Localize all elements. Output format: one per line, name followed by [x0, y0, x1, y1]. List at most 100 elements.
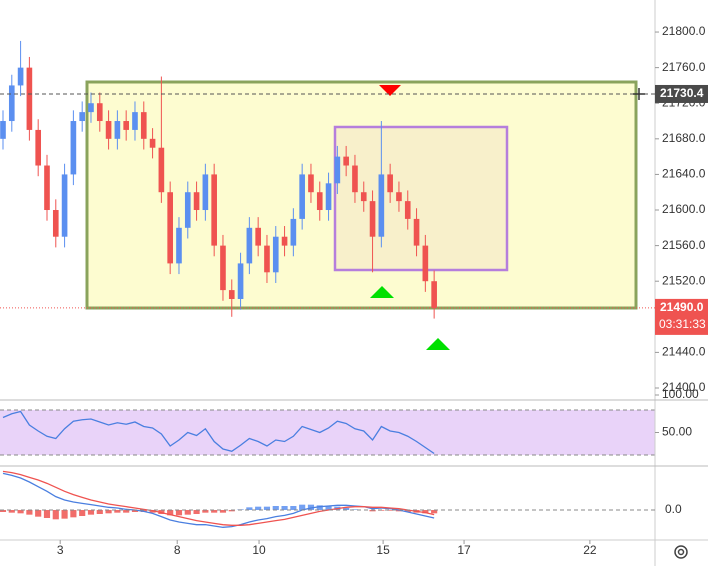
histogram-bar — [422, 510, 429, 514]
histogram-bar — [35, 510, 42, 517]
countdown-label: 03:31:33 — [659, 317, 706, 331]
histogram-bar — [351, 509, 359, 510]
y-tick-label: 21400.0 — [662, 380, 706, 394]
crosshair-price-label: 21730.4 — [660, 86, 704, 100]
candle-body — [343, 156, 349, 166]
histogram-bar — [395, 510, 403, 512]
candle-body — [220, 245, 226, 291]
candle-body — [378, 174, 385, 237]
histogram-bar — [123, 510, 130, 513]
macd-line — [2, 470, 435, 526]
histogram-bar — [184, 510, 191, 515]
x-tick-label: 15 — [376, 543, 390, 557]
candle-body — [211, 174, 217, 246]
candle-body — [316, 192, 323, 211]
histogram-bar — [404, 510, 411, 512]
histogram-bar — [369, 510, 376, 512]
histogram-bar — [52, 510, 59, 520]
histogram-bar — [26, 510, 33, 515]
candle-body — [202, 174, 209, 211]
candle-body — [334, 156, 341, 184]
last-price-label: 21490.0 — [660, 300, 704, 314]
candle-body — [404, 201, 411, 219]
candle-body — [308, 174, 314, 193]
buy-arrow — [426, 338, 450, 350]
y-tick-label: 100.00 — [662, 387, 699, 401]
histogram-bar — [79, 510, 86, 516]
candle-body — [290, 218, 297, 246]
histogram-bar — [307, 504, 315, 510]
histogram-bar — [114, 510, 121, 513]
histogram-bar — [263, 506, 271, 510]
candle-body — [299, 174, 305, 219]
histogram-bar — [325, 506, 332, 510]
candle-body — [96, 103, 103, 122]
histogram-bar — [343, 508, 350, 510]
candle-body — [167, 192, 173, 264]
y-tick-label: 21840.0 — [662, 0, 706, 3]
candle-body — [17, 67, 24, 86]
settings-icon[interactable] — [674, 545, 688, 559]
candle-body — [8, 85, 15, 122]
candle-body — [132, 112, 138, 130]
candle-body — [255, 227, 261, 246]
x-tick-label: 3 — [57, 543, 64, 557]
candle-body — [264, 245, 270, 273]
y-tick-label: 21560.0 — [662, 238, 706, 252]
histogram-bar — [105, 510, 112, 514]
candle-body — [158, 147, 165, 193]
candle-body — [149, 138, 156, 148]
candle-body — [61, 174, 68, 237]
crosshair-plus — [633, 87, 645, 100]
histogram-bar — [131, 510, 139, 512]
histogram-bar — [299, 504, 306, 510]
histogram-bar — [202, 510, 209, 513]
candle-body — [123, 121, 129, 130]
candle-body — [52, 210, 59, 237]
histogram-bar — [149, 510, 156, 513]
y-tick-label: 21680.0 — [662, 131, 706, 145]
rsi-panel — [0, 409, 655, 456]
x-tick-label: 17 — [457, 543, 471, 557]
x-tick-label: 10 — [252, 543, 266, 557]
candle-body — [369, 201, 376, 237]
macd-panel — [0, 470, 438, 528]
y-tick-label: 21600.0 — [662, 202, 706, 216]
histogram-bar — [272, 506, 279, 510]
histogram-bar — [17, 510, 24, 514]
candle-body — [237, 263, 244, 300]
x-tick-label: 22 — [583, 543, 597, 557]
y-tick-label: 0.0 — [665, 502, 682, 516]
price-tag — [655, 298, 708, 335]
candle-body — [176, 227, 182, 264]
buy-arrow — [370, 286, 394, 298]
candle-body — [193, 192, 200, 211]
histogram-bar — [219, 510, 227, 513]
y-tick-label: 21440.0 — [662, 345, 706, 359]
histogram-bar — [387, 510, 394, 511]
y-tick-label: 50.00 — [662, 425, 692, 439]
candle-body — [44, 165, 50, 211]
y-tick-label: 21800.0 — [662, 24, 706, 38]
histogram-bar — [43, 510, 51, 518]
y-tick-label: 21640.0 — [662, 167, 706, 181]
histogram-bar — [87, 510, 95, 515]
candle-body — [0, 121, 6, 139]
rsi-line — [2, 410, 435, 455]
histogram-bar — [8, 510, 15, 513]
candle-body — [105, 121, 112, 139]
rsi-band — [0, 410, 655, 455]
x-tick-label: 8 — [174, 543, 181, 557]
candle-body — [387, 174, 393, 193]
histogram-bar — [167, 510, 174, 516]
histogram-bar — [193, 510, 200, 514]
histogram-bar — [70, 510, 77, 518]
histogram-bar — [96, 510, 103, 514]
candle-body — [360, 192, 367, 202]
candle-body — [246, 227, 253, 264]
candle-body — [79, 112, 85, 122]
candle-body — [431, 281, 437, 308]
zone-rectangle — [333, 125, 509, 272]
candle-body — [228, 290, 235, 300]
